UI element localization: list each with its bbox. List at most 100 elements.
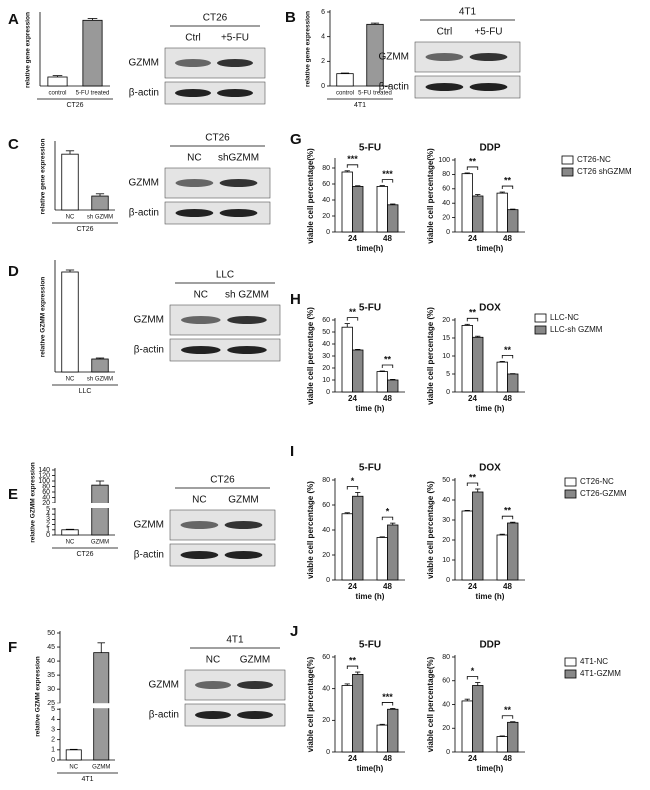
blot-band [175, 89, 211, 97]
significance-bracket [466, 482, 479, 486]
significance-label: * [351, 476, 355, 486]
y-tick-label: 40 [322, 686, 330, 693]
x-axis-label: CT26 [66, 102, 83, 109]
y-tick-label: 5 [46, 506, 50, 513]
y-tick-label: 5 [51, 706, 55, 713]
blot-band [227, 346, 267, 354]
x-tick-label: 5-FU treated [76, 91, 110, 97]
x-tick-label: 48 [503, 754, 512, 763]
panel-letter: G [290, 131, 302, 148]
blot-membrane [414, 75, 521, 99]
panel-letter: I [290, 443, 294, 460]
blot-band [195, 711, 231, 719]
blot-band [224, 521, 263, 529]
significance-label: ** [469, 472, 477, 482]
blot-band [175, 209, 214, 217]
chart-title: DDP [479, 640, 500, 651]
legend-label: 4T1-NC [580, 657, 608, 666]
y-tick-label: 40 [322, 527, 330, 534]
blot-band [180, 521, 219, 529]
y-tick-label: 20 [322, 365, 330, 372]
y-tick-label: 60 [322, 502, 330, 509]
y-tick-label: 4 [321, 34, 325, 41]
y-tick-label: 15 [442, 335, 450, 342]
x-tick-label: sh GZMM [87, 377, 113, 383]
blot-membrane [184, 703, 286, 727]
legend-swatch [564, 657, 577, 667]
y-axis-label: viable cell percentage(%) [426, 148, 435, 244]
y-tick-label: 50 [47, 630, 55, 637]
legend-label: LLC-sh GZMM [550, 325, 603, 334]
panel-letter: E [8, 486, 18, 503]
bar [352, 349, 364, 393]
y-tick-label: 60 [322, 654, 330, 661]
blot-band [219, 209, 258, 217]
y-tick-label: 80 [442, 654, 450, 661]
bar [61, 271, 79, 373]
bar [376, 185, 388, 233]
y-tick-label: 40 [47, 658, 55, 665]
x-tick-label: GZMM [92, 765, 110, 771]
y-tick-label: 20 [442, 537, 450, 544]
y-tick-label: 45 [47, 644, 55, 651]
y-tick-label: 0 [446, 577, 450, 584]
y-tick-label: 80 [442, 171, 450, 178]
blot-band [181, 316, 221, 324]
significance-label: *** [347, 154, 358, 164]
y-tick-label: 0 [321, 83, 325, 90]
blot-lane-label: NC [192, 495, 206, 506]
y-axis-label: viable cell percentage(%) [306, 148, 315, 244]
y-tick-label: 80 [42, 483, 50, 490]
bar [376, 371, 388, 393]
significance-label: ** [504, 175, 512, 185]
y-tick-label: 80 [322, 165, 330, 172]
blot-row-label: GZMM [133, 520, 164, 531]
chart-title: 5-FU [359, 303, 381, 314]
legend-swatch [564, 669, 577, 679]
y-tick-label: 100 [438, 157, 450, 164]
panel-letter: H [290, 291, 301, 308]
bar [91, 195, 109, 211]
y-axis-label: relative gene expression [25, 12, 32, 88]
legend-swatch [564, 489, 577, 499]
significance-label: ** [469, 156, 477, 166]
x-tick-label: 48 [383, 234, 392, 243]
legend-label: LLC-NC [550, 313, 579, 322]
panel-letter: C [8, 136, 19, 153]
y-tick-label: 140 [38, 467, 50, 474]
x-axis-label: time (h) [356, 592, 385, 601]
x-tick-label: NC [69, 765, 78, 771]
y-axis-label: relative GZMM expression [30, 462, 37, 543]
x-tick-label: NC [66, 540, 75, 546]
significance-bracket [501, 355, 514, 359]
bar [496, 192, 508, 233]
y-tick-label: 2 [321, 58, 325, 65]
bar [507, 721, 519, 753]
y-tick-label: 10 [442, 557, 450, 564]
bar [496, 736, 508, 753]
bar [47, 76, 68, 87]
x-axis-label: 4T1 [81, 776, 93, 783]
blot-band [175, 59, 211, 67]
significance-bracket [346, 317, 359, 321]
bar [387, 708, 399, 753]
bar [472, 685, 484, 753]
bar [341, 171, 353, 233]
blot-cell-label: CT26 [205, 133, 230, 144]
y-tick-label: 20 [322, 552, 330, 559]
blot-band [237, 711, 273, 719]
significance-label: ** [504, 705, 512, 715]
y-tick-label: 20 [442, 725, 450, 732]
blot-row-label: GZMM [148, 680, 179, 691]
y-tick-label: 4 [46, 511, 50, 518]
y-tick-label: 10 [322, 377, 330, 384]
x-tick-label: GZMM [91, 540, 109, 546]
chart-title: 5-FU [359, 640, 381, 651]
bar [91, 358, 109, 373]
blot-row-label: GZMM [378, 52, 409, 63]
significance-bracket [381, 702, 394, 706]
y-tick-label: 60 [322, 181, 330, 188]
x-axis-label: time(h) [357, 764, 384, 773]
blot-membrane [164, 81, 266, 105]
bar [496, 534, 508, 581]
